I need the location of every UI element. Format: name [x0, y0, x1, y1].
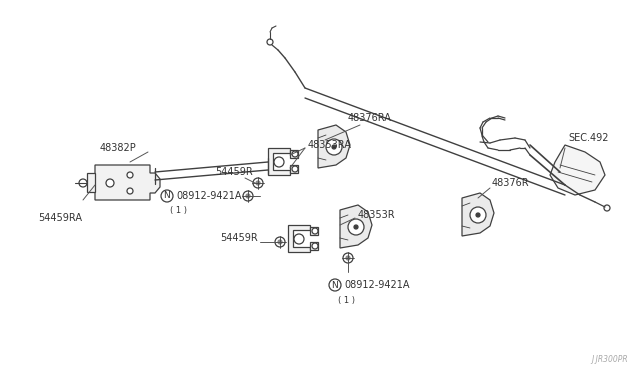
Polygon shape	[340, 205, 372, 248]
Polygon shape	[310, 227, 318, 235]
Text: J JR300PR: J JR300PR	[591, 355, 628, 364]
Text: 48353RA: 48353RA	[308, 140, 352, 150]
Circle shape	[292, 151, 298, 157]
Circle shape	[470, 207, 486, 223]
Polygon shape	[87, 173, 95, 192]
Circle shape	[312, 228, 318, 234]
Circle shape	[326, 139, 342, 155]
Polygon shape	[288, 225, 310, 252]
Polygon shape	[290, 150, 298, 158]
Text: N: N	[164, 192, 170, 201]
Text: 48376R: 48376R	[492, 178, 530, 188]
Text: ( 1 ): ( 1 )	[170, 205, 187, 215]
Polygon shape	[550, 145, 605, 195]
Circle shape	[329, 279, 341, 291]
Circle shape	[346, 256, 350, 260]
Circle shape	[267, 39, 273, 45]
Text: 48382P: 48382P	[100, 143, 137, 153]
Circle shape	[161, 190, 173, 202]
Polygon shape	[95, 165, 160, 200]
Text: 48353R: 48353R	[358, 210, 396, 220]
Text: SEC.492: SEC.492	[568, 133, 609, 143]
Circle shape	[354, 225, 358, 229]
Circle shape	[79, 179, 87, 187]
Circle shape	[476, 213, 480, 217]
Text: 08912-9421A: 08912-9421A	[176, 191, 241, 201]
Text: 54459R: 54459R	[220, 233, 258, 243]
Circle shape	[106, 179, 114, 187]
Circle shape	[256, 181, 260, 185]
Text: N: N	[332, 280, 339, 289]
Circle shape	[278, 240, 282, 244]
Text: 48376RA: 48376RA	[348, 113, 392, 123]
Circle shape	[253, 178, 263, 188]
Circle shape	[292, 166, 298, 172]
Circle shape	[274, 157, 284, 167]
Text: 08912-9421A: 08912-9421A	[344, 280, 410, 290]
Text: 54459RA: 54459RA	[38, 213, 82, 223]
Circle shape	[294, 234, 304, 244]
Circle shape	[604, 205, 610, 211]
Text: 54459R: 54459R	[215, 167, 253, 177]
Circle shape	[127, 172, 133, 178]
Circle shape	[312, 243, 318, 249]
Circle shape	[275, 237, 285, 247]
Polygon shape	[462, 193, 494, 236]
Polygon shape	[268, 148, 290, 175]
Circle shape	[343, 253, 353, 263]
Circle shape	[348, 219, 364, 235]
Circle shape	[246, 194, 250, 198]
Circle shape	[243, 191, 253, 201]
Text: ( 1 ): ( 1 )	[338, 295, 355, 305]
Circle shape	[127, 188, 133, 194]
Polygon shape	[310, 242, 318, 250]
Circle shape	[332, 145, 336, 149]
Polygon shape	[318, 125, 350, 168]
Polygon shape	[290, 165, 298, 173]
